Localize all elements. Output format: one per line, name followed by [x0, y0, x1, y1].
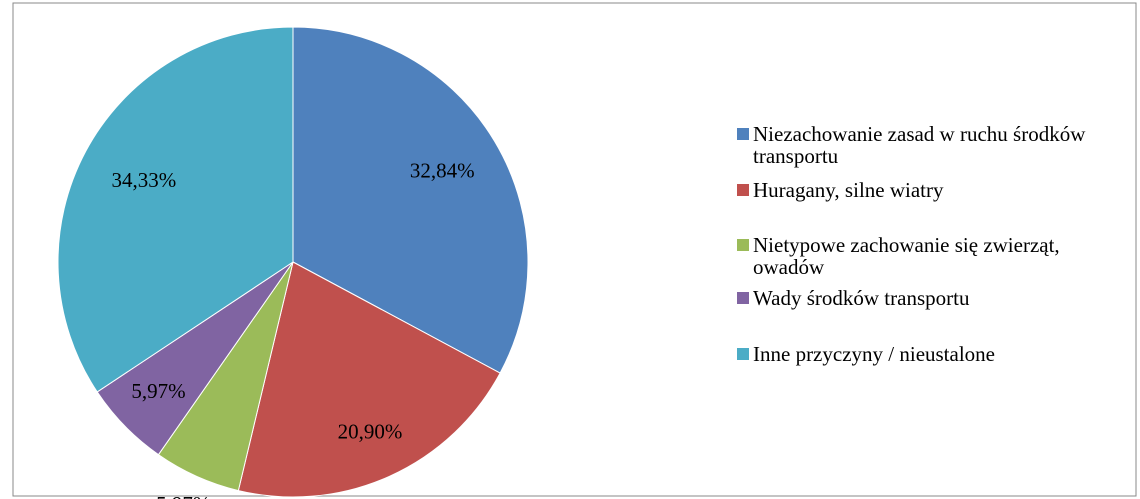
legend-label: Inne przyczyny / nieustalone	[753, 342, 995, 366]
pie-slice	[237, 261, 501, 498]
legend-label: Nietypowe zachowanie się zwierząt, owadó…	[753, 233, 1060, 279]
legend-label: Huragany, silne wiatry	[753, 178, 944, 202]
legend-swatch	[737, 292, 749, 304]
legend-label: Wady środków transportu	[753, 286, 970, 310]
data-label: 5,97%	[131, 379, 185, 403]
pie-slice	[57, 26, 294, 393]
legend-entry: Wady środków transportu	[737, 287, 1087, 309]
data-label: 34,33%	[112, 168, 177, 192]
data-label: 5,97%	[156, 492, 210, 499]
pie-slice	[292, 26, 529, 374]
legend-swatch	[737, 184, 749, 196]
data-label: 20,90%	[338, 419, 403, 443]
legend-swatch	[737, 128, 749, 140]
legend-entry: Huragany, silne wiatry	[737, 179, 1087, 201]
legend-swatch	[737, 239, 749, 251]
legend-entry: Inne przyczyny / nieustalone	[737, 343, 1087, 365]
legend-swatch	[737, 348, 749, 360]
legend-entry: Niezachowanie zasad w ruchu środków tran…	[737, 123, 1087, 167]
legend-label: Niezachowanie zasad w ruchu środków tran…	[753, 122, 1086, 168]
legend-entry: Nietypowe zachowanie się zwierząt, owadó…	[737, 234, 1087, 278]
chart-border	[12, 2, 1137, 497]
data-label: 32,84%	[410, 159, 475, 183]
